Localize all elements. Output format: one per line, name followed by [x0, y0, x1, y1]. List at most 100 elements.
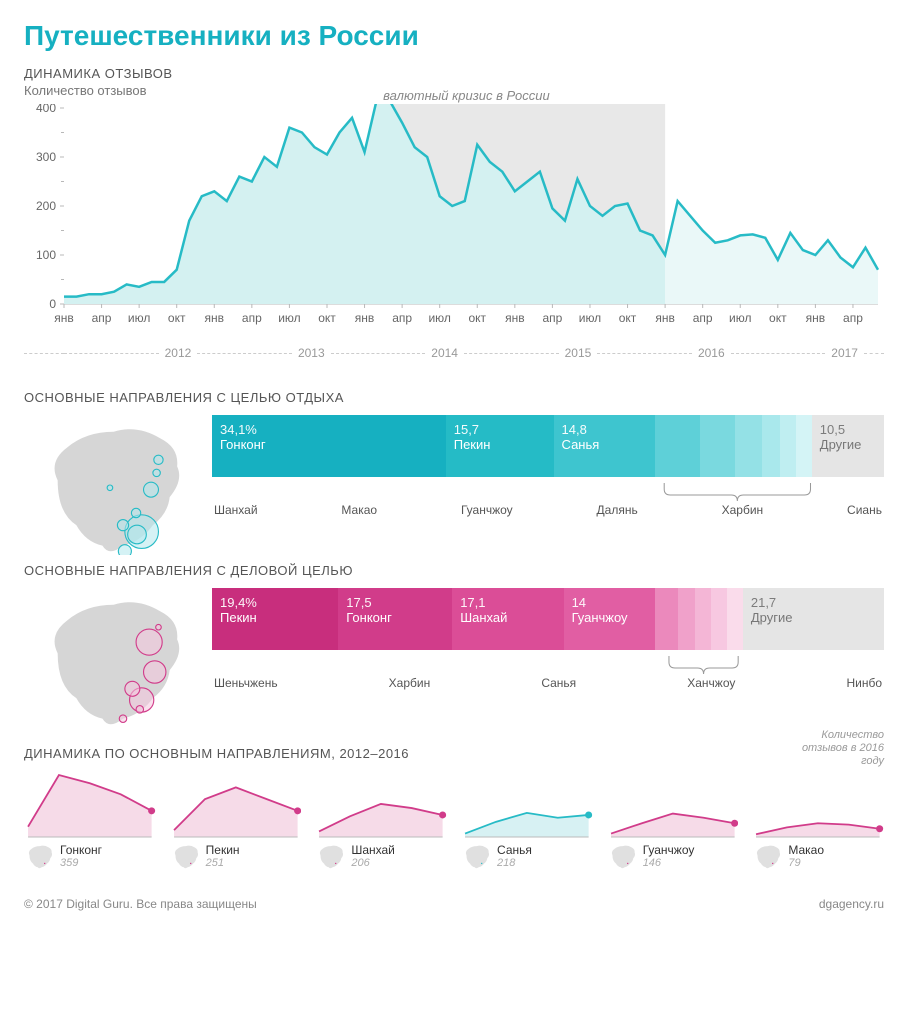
spark-value: 206: [351, 857, 395, 869]
bar-segment: [655, 588, 678, 650]
svg-text:июл: июл: [579, 311, 601, 325]
leisure-title: ОСНОВНЫЕ НАПРАВЛЕНИЯ С ЦЕЛЬЮ ОТДЫХА: [24, 390, 884, 405]
bar-segment: [796, 415, 812, 477]
spark-cell: Гуанчжоу 146: [607, 771, 739, 869]
svg-text:янв: янв: [54, 311, 74, 325]
bar-segment: 14Гуанчжоу: [564, 588, 655, 650]
spark-cell: Санья 218: [461, 771, 593, 869]
bar-segment: 14,8Санья: [554, 415, 656, 477]
svg-text:окт: окт: [318, 311, 336, 325]
svg-text:апр: апр: [392, 311, 412, 325]
svg-text:апр: апр: [242, 311, 262, 325]
svg-text:200: 200: [36, 199, 56, 213]
year-label: 2013: [292, 346, 331, 360]
sublabel: Далянь: [597, 503, 638, 517]
svg-text:окт: окт: [468, 311, 486, 325]
spark-name: Пекин: [206, 843, 240, 857]
bar-segment: 19,4%Пекин: [212, 588, 338, 650]
sublabel: Харбин: [722, 503, 764, 517]
bar-segment: [780, 415, 796, 477]
svg-text:июл: июл: [729, 311, 751, 325]
crisis-label: валютный кризис в России: [383, 88, 550, 103]
svg-text:янв: янв: [806, 311, 826, 325]
leisure-section: ОСНОВНЫЕ НАПРАВЛЕНИЯ С ЦЕЛЬЮ ОТДЫХА 34,1…: [24, 390, 884, 555]
svg-text:янв: янв: [655, 311, 675, 325]
spark-name: Шанхай: [351, 843, 395, 857]
svg-text:апр: апр: [693, 311, 713, 325]
sparks-title: ДИНАМИКА ПО ОСНОВНЫМ НАПРАВЛЕНИЯМ, 2012–…: [24, 746, 884, 761]
sublabel: Гуанчжоу: [461, 503, 513, 517]
business-title: ОСНОВНЫЕ НАПРАВЛЕНИЯ С ДЕЛОВОЙ ЦЕЛЬЮ: [24, 563, 884, 578]
sublabel: Сиань: [847, 503, 882, 517]
year-label: 2016: [692, 346, 731, 360]
bar-segment: 17,1Шанхай: [452, 588, 563, 650]
bar-segment: 21,7Другие: [743, 588, 884, 650]
svg-text:апр: апр: [92, 311, 112, 325]
bar-segment: [678, 588, 695, 650]
spark-name: Макао: [788, 843, 824, 857]
bar-segment: [695, 588, 711, 650]
sublabel: Санья: [541, 676, 576, 690]
bar-segment: 34,1%Гонконг: [212, 415, 446, 477]
svg-text:окт: окт: [619, 311, 637, 325]
bar-segment: 17,5Гонконг: [338, 588, 452, 650]
page-title: Путешественники из России: [24, 20, 884, 52]
business-sublabels: Шеньчжень Харбин Санья Ханчжоу Нинбо: [212, 676, 884, 690]
spark-cell: Шанхай 206: [315, 771, 447, 869]
spark-value: 218: [497, 857, 532, 869]
bar-segment: [727, 588, 743, 650]
timeline-header: ДИНАМИКА ОТЗЫВОВ: [24, 66, 884, 81]
sublabel: Нинбо: [846, 676, 882, 690]
spark-name: Санья: [497, 843, 532, 857]
spark-name: Гуанчжоу: [643, 843, 695, 857]
bar-segment: [655, 415, 700, 477]
svg-text:апр: апр: [542, 311, 562, 325]
sparks-row: Количество отзывов в 2016 году Гонконг 3…: [24, 771, 884, 869]
svg-text:0: 0: [49, 297, 56, 311]
business-map: [24, 588, 194, 728]
sublabel: Макао: [341, 503, 377, 517]
spark-cell: Пекин 251: [170, 771, 302, 869]
sparks-note: Количество отзывов в 2016 году: [794, 729, 884, 769]
footer: © 2017 Digital Guru. Все права защищены …: [24, 897, 884, 911]
svg-text:июл: июл: [278, 311, 300, 325]
spark-value: 251: [206, 857, 240, 869]
leisure-map: [24, 415, 194, 555]
bar-segment: [700, 415, 735, 477]
bar-segment: 15,7Пекин: [446, 415, 554, 477]
sublabel: Шанхай: [214, 503, 258, 517]
spark-value: 359: [60, 857, 102, 869]
spark-value: 79: [788, 857, 824, 869]
svg-text:400: 400: [36, 104, 56, 115]
year-label: 2015: [559, 346, 598, 360]
spark-cell: Макао 79: [752, 771, 884, 869]
svg-text:июл: июл: [428, 311, 450, 325]
year-label: 2014: [425, 346, 464, 360]
leisure-stacked-bar: 34,1%Гонконг15,7Пекин14,8Санья 10,5Другие: [212, 415, 884, 477]
spark-cell: Гонконг 359: [24, 771, 156, 869]
leisure-sublabels: Шанхай Макао Гуанчжоу Далянь Харбин Сиань: [212, 503, 884, 517]
svg-text:300: 300: [36, 150, 56, 164]
bar-segment: [735, 415, 763, 477]
svg-text:янв: янв: [355, 311, 375, 325]
year-label: 2012: [159, 346, 198, 360]
svg-text:окт: окт: [168, 311, 186, 325]
svg-text:100: 100: [36, 248, 56, 262]
bar-segment: 10,5Другие: [812, 415, 884, 477]
sublabel: Харбин: [389, 676, 431, 690]
timeline-chart: валютный кризис в России 0100200300400ян…: [24, 104, 884, 334]
sublabel: Шеньчжень: [214, 676, 278, 690]
bar-segment: [711, 588, 727, 650]
year-axis: 2012 2013 2014 2015 2016 2017: [24, 346, 884, 360]
spark-name: Гонконг: [60, 843, 102, 857]
svg-text:апр: апр: [843, 311, 863, 325]
spark-value: 146: [643, 857, 695, 869]
business-section: ОСНОВНЫЕ НАПРАВЛЕНИЯ С ДЕЛОВОЙ ЦЕЛЬЮ 19,…: [24, 563, 884, 728]
svg-text:окт: окт: [769, 311, 787, 325]
year-label: 2017: [825, 346, 864, 360]
business-stacked-bar: 19,4%Пекин17,5Гонконг17,1Шанхай14Гуанчжо…: [212, 588, 884, 650]
footer-site: dgagency.ru: [819, 897, 884, 911]
sublabel: Ханчжоу: [687, 676, 735, 690]
footer-copyright: © 2017 Digital Guru. Все права защищены: [24, 897, 257, 911]
svg-text:янв: янв: [205, 311, 225, 325]
